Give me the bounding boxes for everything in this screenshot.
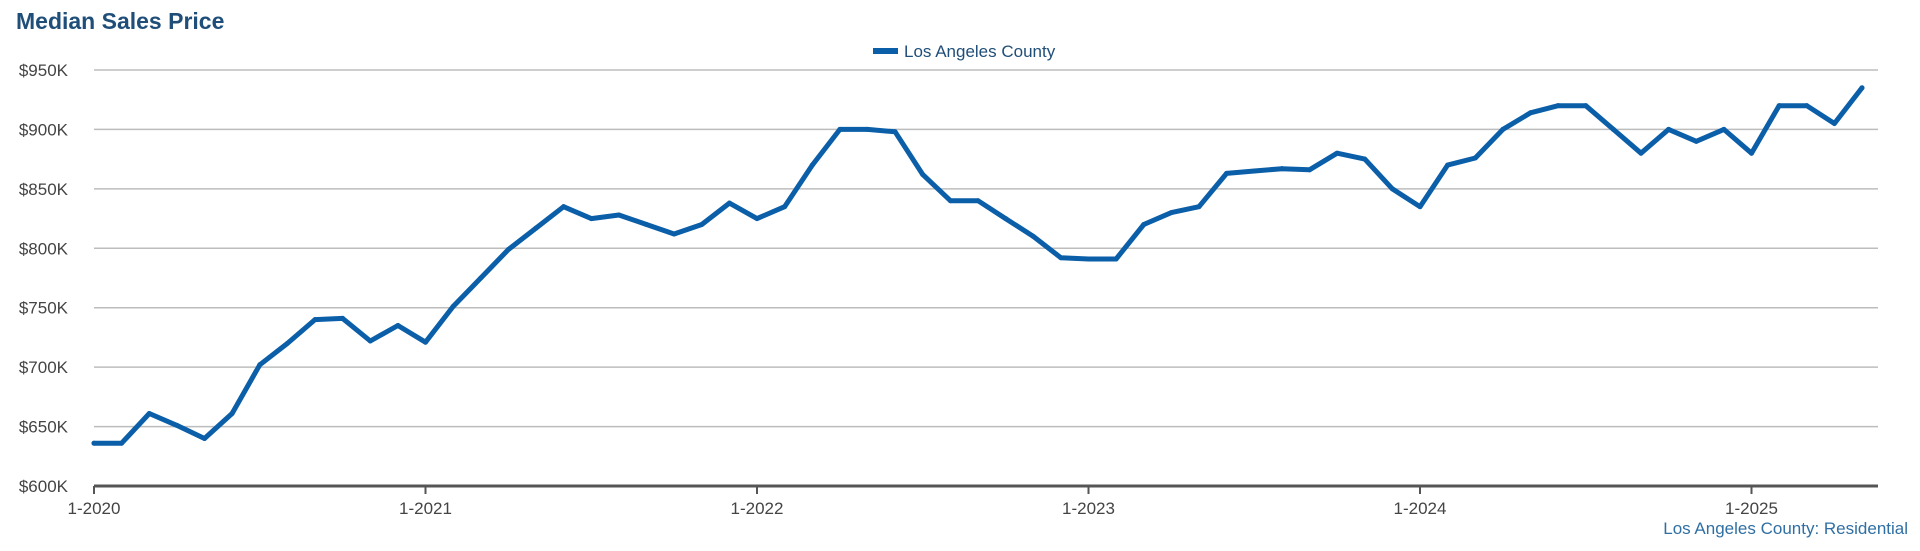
- data-point: [174, 422, 180, 428]
- data-point: [505, 246, 511, 252]
- y-tick-label: $750K: [19, 299, 69, 318]
- y-axis-labels: $600K $650K $700K $750K $800K $850K $900K $950K: [19, 61, 69, 496]
- data-point: [588, 216, 594, 222]
- data-point: [202, 435, 207, 441]
- data-point: [1638, 150, 1644, 156]
- data-point: [892, 129, 898, 135]
- data-point: [726, 200, 732, 206]
- data-point: [1224, 170, 1230, 176]
- data-point: [809, 162, 815, 168]
- data-point: [1362, 156, 1368, 162]
- y-tick-label: $950K: [19, 61, 69, 80]
- data-point: [119, 440, 125, 446]
- data-point: [1058, 255, 1064, 261]
- data-point: [1749, 150, 1754, 156]
- y-tick-label: $850K: [19, 180, 69, 199]
- y-tick-label: $650K: [19, 418, 69, 437]
- data-point: [146, 410, 152, 416]
- data-point: [1610, 126, 1616, 132]
- data-point: [1334, 150, 1340, 156]
- data-point: [975, 198, 981, 204]
- x-tick-label: 1-2024: [1394, 499, 1447, 518]
- chart-title: Median Sales Price: [16, 8, 225, 34]
- data-point: [782, 204, 788, 210]
- data-point: [1804, 103, 1810, 109]
- data-point: [1279, 166, 1285, 172]
- data-point: [312, 317, 318, 323]
- data-point: [837, 126, 843, 132]
- data-point: [1831, 120, 1837, 126]
- data-point: [1113, 256, 1119, 262]
- x-tick-label: 1-2021: [399, 499, 452, 518]
- legend: Los Angeles County: [873, 42, 1056, 61]
- data-point: [423, 339, 428, 345]
- data-point: [257, 362, 263, 368]
- data-point: [561, 204, 567, 210]
- data-point: [1693, 138, 1699, 144]
- data-point: [616, 212, 622, 218]
- data-point: [1472, 155, 1478, 161]
- data-point: [865, 126, 870, 132]
- data-point: [1196, 204, 1202, 210]
- data-point: [920, 172, 926, 178]
- data-point: [644, 222, 649, 228]
- data-point: [229, 410, 235, 416]
- data-point: [1141, 222, 1147, 228]
- x-tick-label: 1-2023: [1062, 499, 1115, 518]
- source-footnote: Los Angeles County: Residential: [1663, 519, 1908, 538]
- data-point: [1086, 256, 1091, 262]
- data-point: [1030, 233, 1036, 239]
- data-point: [1417, 204, 1423, 210]
- gridlines: [94, 69, 1878, 428]
- series-layer: [91, 85, 1865, 446]
- data-point: [367, 338, 373, 344]
- y-tick-label: $700K: [19, 358, 69, 377]
- data-point: [947, 198, 953, 204]
- data-point: [395, 323, 401, 329]
- y-tick-label: $600K: [19, 477, 69, 496]
- data-point: [1003, 216, 1009, 222]
- data-point: [1389, 186, 1395, 192]
- data-point: [1666, 126, 1672, 132]
- data-point: [340, 315, 346, 321]
- x-axis: 1-2020 1-2021 1-2022 1-2023 1-2024 1-2025: [68, 484, 1878, 518]
- data-point: [1721, 126, 1727, 132]
- y-tick-label: $800K: [19, 239, 69, 258]
- data-point: [1500, 126, 1506, 132]
- data-point: [91, 440, 97, 446]
- data-point: [1307, 167, 1312, 173]
- legend-label: Los Angeles County: [904, 42, 1056, 61]
- data-point: [1528, 110, 1533, 116]
- data-point: [671, 231, 677, 237]
- data-point: [450, 304, 456, 310]
- data-point: [754, 216, 760, 222]
- x-tick-label: 1-2020: [68, 499, 121, 518]
- data-point: [1776, 103, 1782, 109]
- data-point: [1555, 103, 1561, 109]
- data-point: [1251, 168, 1257, 174]
- data-point: [1859, 85, 1865, 91]
- x-tick-label: 1-2022: [731, 499, 784, 518]
- data-point: [1583, 103, 1589, 109]
- data-point: [284, 340, 290, 346]
- data-point: [699, 222, 705, 228]
- data-point: [478, 275, 484, 281]
- series-line-los-angeles-county: [91, 85, 1865, 446]
- data-point: [1168, 210, 1174, 216]
- data-point: [1445, 162, 1451, 168]
- y-tick-label: $900K: [19, 120, 69, 139]
- x-tick-label: 1-2025: [1725, 499, 1778, 518]
- data-point: [533, 225, 539, 231]
